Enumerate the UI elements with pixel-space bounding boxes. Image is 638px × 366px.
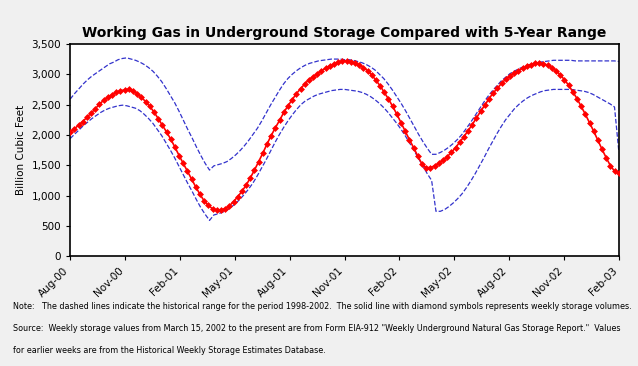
Title: Working Gas in Underground Storage Compared with 5-Year Range: Working Gas in Underground Storage Compa… xyxy=(82,26,607,40)
Text: Source:  Weekly storage values from March 15, 2002 to the present are from Form : Source: Weekly storage values from March… xyxy=(13,324,620,333)
Text: Note:   The dashed lines indicate the historical range for the period 1998-2002.: Note: The dashed lines indicate the hist… xyxy=(13,302,632,311)
Y-axis label: Billion Cubic Feet: Billion Cubic Feet xyxy=(16,105,26,195)
Text: for earlier weeks are from the Historical Weekly Storage Estimates Database.: for earlier weeks are from the Historica… xyxy=(13,346,325,355)
